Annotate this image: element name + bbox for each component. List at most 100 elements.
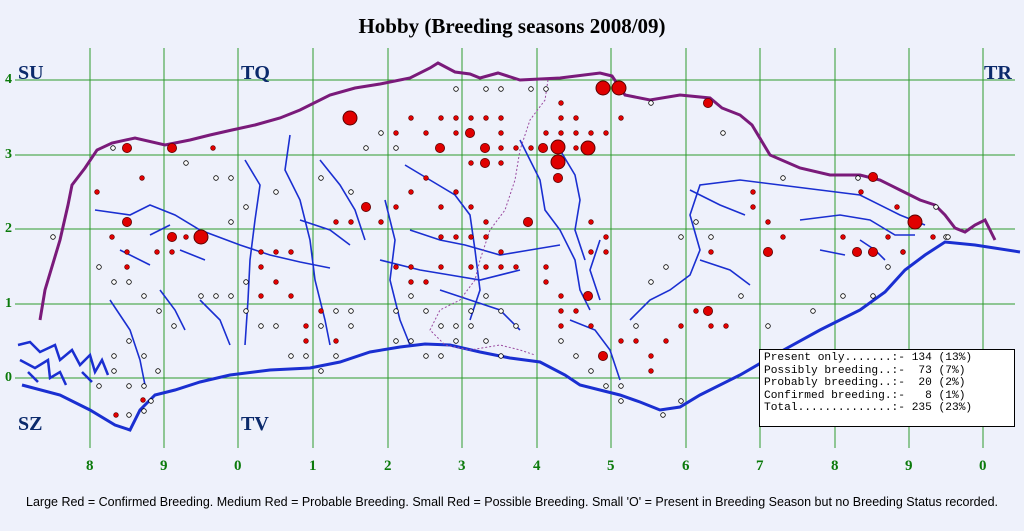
present-record-marker: [348, 308, 354, 314]
present-record-marker: [198, 293, 204, 299]
present-record-marker: [648, 100, 654, 106]
y-label-1: 1: [5, 296, 12, 311]
present-record-marker: [111, 368, 117, 374]
present-record-marker: [885, 264, 891, 270]
probable-breeding-marker: [538, 142, 549, 153]
present-record-marker: [855, 175, 861, 181]
possible-breeding-marker: [273, 279, 279, 285]
possible-breeding-marker: [573, 130, 579, 136]
present-record-marker: [96, 264, 102, 270]
possible-breeding-marker: [750, 204, 756, 210]
confirmed-breeding-marker: [907, 214, 923, 230]
probable-breeding-marker: [523, 216, 534, 227]
possible-breeding-marker: [498, 130, 504, 136]
confirmed-breeding-marker: [580, 140, 596, 156]
possible-breeding-marker: [303, 323, 309, 329]
probable-breeding-marker: [464, 127, 475, 138]
present-record-marker: [318, 175, 324, 181]
present-record-marker: [126, 338, 132, 344]
present-record-marker: [633, 323, 639, 329]
present-record-marker: [678, 398, 684, 404]
probable-breeding-marker: [868, 171, 879, 182]
possible-breeding-marker: [648, 353, 654, 359]
present-record-marker: [155, 368, 161, 374]
present-record-marker: [588, 368, 594, 374]
present-record-marker: [498, 353, 504, 359]
grid-square-tq-label: TQ: [241, 62, 270, 84]
present-record-marker: [660, 412, 666, 418]
probable-breeding-marker: [166, 142, 177, 153]
possible-breeding-marker: [483, 219, 489, 225]
possible-breeding-marker: [483, 234, 489, 240]
possible-breeding-marker: [573, 115, 579, 121]
probable-breeding-marker: [360, 201, 371, 212]
confirmed-breeding-marker: [611, 80, 627, 96]
present-record-marker: [378, 130, 384, 136]
present-record-marker: [738, 293, 744, 299]
present-record-marker: [453, 338, 459, 344]
present-record-marker: [573, 353, 579, 359]
possible-breeding-marker: [333, 338, 339, 344]
possible-breeding-marker: [513, 145, 519, 151]
legend-confirmed-breeding: Confirmed breeding.:- 8 (1%): [764, 389, 966, 402]
grid-square-su-label: SU: [18, 62, 44, 84]
present-record-marker: [765, 323, 771, 329]
possible-breeding-marker: [558, 115, 564, 121]
possible-breeding-marker: [438, 234, 444, 240]
x-label: 7: [756, 458, 764, 474]
possible-breeding-marker: [408, 279, 414, 285]
possible-breeding-marker: [468, 160, 474, 166]
present-record-marker: [870, 293, 876, 299]
confirmed-breeding-marker: [595, 80, 611, 96]
possible-breeding-marker: [618, 338, 624, 344]
possible-breeding-marker: [94, 189, 100, 195]
confirmed-breeding-marker: [193, 229, 209, 245]
y-label-4: 4: [5, 72, 12, 87]
confirmed-breeding-marker: [550, 154, 566, 170]
present-record-marker: [126, 383, 132, 389]
present-record-marker: [171, 323, 177, 329]
probable-breeding-marker: [166, 231, 177, 242]
possible-breeding-marker: [588, 323, 594, 329]
possible-breeding-marker: [840, 234, 846, 240]
possible-breeding-marker: [885, 234, 891, 240]
probable-breeding-marker: [763, 246, 774, 257]
possible-breeding-marker: [408, 115, 414, 121]
x-label: 9: [905, 458, 913, 474]
x-label: 6: [682, 458, 690, 474]
possible-breeding-marker: [258, 293, 264, 299]
present-record-marker: [840, 293, 846, 299]
present-record-marker: [243, 204, 249, 210]
present-record-marker: [498, 308, 504, 314]
possible-breeding-marker: [273, 249, 279, 255]
key-caption: Large Red = Confirmed Breeding. Medium R…: [26, 495, 998, 509]
possible-breeding-marker: [453, 189, 459, 195]
present-record-marker: [498, 86, 504, 92]
possible-breeding-marker: [154, 249, 160, 255]
possible-breeding-marker: [468, 204, 474, 210]
present-record-marker: [438, 353, 444, 359]
present-record-marker: [348, 189, 354, 195]
possible-breeding-marker: [288, 249, 294, 255]
present-record-marker: [933, 204, 939, 210]
present-record-marker: [318, 368, 324, 374]
possible-breeding-marker: [930, 234, 936, 240]
possible-breeding-marker: [348, 219, 354, 225]
present-record-marker: [318, 323, 324, 329]
possible-breeding-marker: [588, 219, 594, 225]
present-record-marker: [708, 234, 714, 240]
possible-breeding-marker: [468, 234, 474, 240]
x-label: 8: [831, 458, 839, 474]
probable-breeding-marker: [479, 157, 490, 168]
present-record-marker: [810, 308, 816, 314]
map-title: Hobby (Breeding seasons 2008/09): [358, 14, 666, 38]
present-record-marker: [273, 189, 279, 195]
x-label: 0: [979, 458, 987, 474]
possible-breeding-marker: [483, 264, 489, 270]
present-record-marker: [513, 323, 519, 329]
possible-breeding-marker: [318, 308, 324, 314]
possible-breeding-marker: [708, 249, 714, 255]
possible-breeding-marker: [528, 145, 534, 151]
present-record-marker: [558, 338, 564, 344]
possible-breeding-marker: [558, 130, 564, 136]
